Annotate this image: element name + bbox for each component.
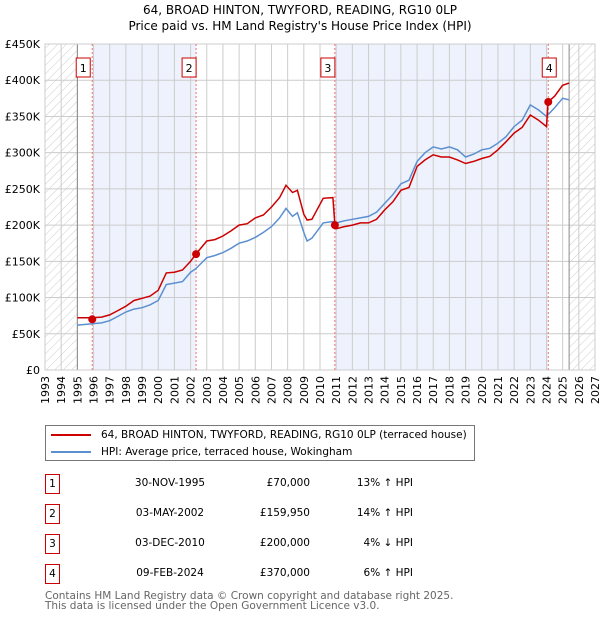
- y-tick-label: £50K: [12, 328, 41, 341]
- sale-point: [330, 221, 339, 230]
- price-chart: 1993 1994 1995 1996 1997 1998 1999 2000 2001 2002…: [5, 38, 600, 404]
- x-tick-label: 1993: [39, 376, 52, 404]
- x-tick-label: 2016: [411, 376, 424, 404]
- footer-copyright: Contains HM Land Registry data © Crown c…: [45, 590, 454, 602]
- x-tick-label: 1995: [71, 376, 84, 404]
- legend-label: 64, BROAD HINTON, TWYFORD, READING, RG10…: [101, 429, 467, 441]
- x-tick-label: 1994: [55, 376, 68, 404]
- sale-price: £159,950: [259, 507, 310, 519]
- plot-frame: [44, 43, 596, 371]
- sale-marker-box: [541, 57, 557, 78]
- x-tick-label: 2003: [201, 376, 214, 404]
- sale-marker-label: 4: [546, 62, 553, 75]
- sale-point: [192, 250, 201, 259]
- x-tick-label: 2023: [524, 376, 537, 404]
- y-tick-label: £100K: [5, 292, 41, 305]
- x-tick-label: 2021: [492, 376, 505, 404]
- sale-date: 03-MAY-2002: [135, 507, 205, 519]
- x-tick-label: 2009: [298, 376, 311, 404]
- sale-number: 4: [45, 564, 60, 584]
- blue-line-swatch: [51, 451, 91, 453]
- x-tick-label: 2025: [557, 376, 570, 404]
- x-tick-label: 1996: [88, 376, 101, 404]
- y-tick-label: £450K: [5, 38, 41, 51]
- x-tick-label: 2015: [395, 376, 408, 404]
- x-tick-label: 2002: [185, 376, 198, 404]
- x-tick-label: 2012: [346, 376, 359, 404]
- x-tick-label: 2018: [443, 376, 456, 404]
- sale-row: 2 03-MAY-2002 £159,950 14% ↑ HPI: [45, 504, 413, 524]
- y-tick-label: £350K: [5, 110, 41, 123]
- sale-price: £70,000: [266, 477, 310, 489]
- x-tick-label: 2022: [508, 376, 521, 404]
- sale-number: 3: [45, 534, 60, 554]
- hatched-region-after: [569, 44, 595, 370]
- sale-point: [88, 315, 97, 324]
- sale-marker-label: 1: [80, 62, 87, 75]
- sale-row: 1 30-NOV-1995 £70,000 13% ↑ HPI: [45, 474, 413, 494]
- legend: 64, BROAD HINTON, TWYFORD, READING, RG10…: [45, 425, 475, 461]
- y-tick-label: £150K: [5, 255, 41, 268]
- chart-subtitle: Price paid vs. HM Land Registry's House …: [128, 19, 472, 33]
- x-tick-label: 2005: [233, 376, 246, 404]
- x-tick-label: 2011: [330, 376, 343, 404]
- red-line-swatch: [51, 434, 91, 436]
- x-tick-label: 2017: [427, 376, 440, 404]
- footer-licence: This data is licensed under the Open Gov…: [45, 600, 380, 612]
- x-tick-label: 2014: [379, 376, 392, 404]
- hpi-line: [77, 97, 570, 326]
- sale-point: [544, 97, 553, 106]
- x-tick-label: 2006: [249, 376, 262, 404]
- sale-hpi-diff: 6% ↑ HPI: [363, 567, 413, 579]
- price-paid-line: [77, 82, 570, 319]
- sale-date: 09-FEB-2024: [136, 567, 204, 579]
- sale-marker-box: [181, 57, 197, 78]
- sale-date: 03-DEC-2010: [135, 537, 205, 549]
- sale-hpi-diff: 14% ↑ HPI: [356, 507, 413, 519]
- legend-label: HPI: Average price, terraced house, Woki…: [101, 446, 353, 458]
- sale-marker-label: 2: [186, 62, 193, 75]
- x-tick-label: 1998: [120, 376, 133, 404]
- x-tick-label: 1997: [104, 376, 117, 404]
- y-tick-label: £0: [26, 364, 40, 377]
- sale-hpi-diff: 4% ↓ HPI: [363, 537, 413, 549]
- chart-title: 64, BROAD HINTON, TWYFORD, READING, RG10…: [142, 3, 458, 17]
- y-tick-label: £300K: [5, 147, 41, 160]
- y-tick-label: £250K: [5, 183, 41, 196]
- x-tick-label: 2010: [314, 376, 327, 404]
- sale-row: 3 03-DEC-2010 £200,000 4% ↓ HPI: [45, 534, 413, 554]
- legend-item-property: 64, BROAD HINTON, TWYFORD, READING, RG10…: [51, 427, 467, 443]
- sale-marker-box: [320, 57, 336, 78]
- x-tick-label: 2019: [460, 376, 473, 404]
- y-tick-label: £400K: [5, 74, 41, 87]
- x-tick-label: 2007: [265, 376, 278, 404]
- x-tick-label: 2027: [589, 376, 600, 404]
- sale-price: £200,000: [259, 537, 310, 549]
- sale-number: 2: [45, 504, 60, 524]
- x-tick-label: 2013: [363, 376, 376, 404]
- sale-marker-box: [75, 57, 91, 78]
- x-tick-label: 2000: [152, 376, 165, 404]
- x-tick-label: 1999: [136, 376, 149, 404]
- sale-price: £370,000: [259, 567, 310, 579]
- legend-item-hpi: HPI: Average price, terraced house, Woki…: [51, 444, 352, 460]
- sale-number: 1: [45, 474, 60, 494]
- sale-row: 4 09-FEB-2024 £370,000 6% ↑ HPI: [45, 564, 413, 584]
- x-tick-label: 2004: [217, 376, 230, 404]
- x-tick-label: 2020: [476, 376, 489, 404]
- shaded-ownership-3: [334, 44, 549, 370]
- y-tick-label: £200K: [5, 219, 41, 232]
- sale-marker-label: 3: [324, 62, 331, 75]
- x-tick-label: 2001: [168, 376, 181, 404]
- x-tick-label: 2008: [282, 376, 295, 404]
- x-tick-label: 2024: [540, 376, 553, 404]
- x-tick-label: 2026: [573, 376, 586, 404]
- sale-hpi-diff: 13% ↑ HPI: [356, 477, 413, 489]
- sale-date: 30-NOV-1995: [134, 477, 206, 489]
